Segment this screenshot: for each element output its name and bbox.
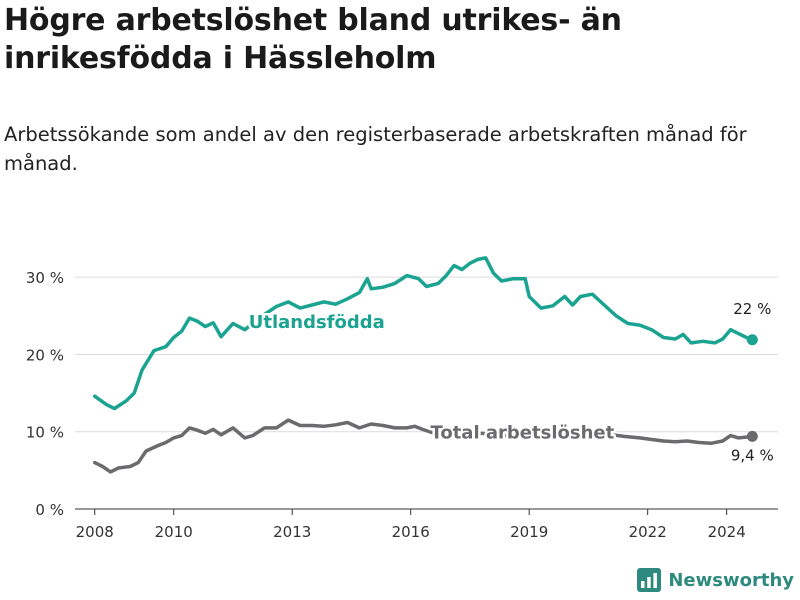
series-line-total-arbetsloshet (92, 418, 755, 474)
y-tick-label: 10 % (26, 424, 64, 442)
x-tick-label: 2019 (510, 523, 548, 541)
chart-subtitle: Arbetssökande som andel av den registerb… (4, 123, 747, 175)
brand-name: Newsworthy (668, 569, 794, 591)
chart-title: Högre arbetslöshet bland utrikes- än inr… (4, 3, 622, 76)
end-point-total-arbetsloshet (746, 430, 758, 442)
x-tick-label: 2024 (708, 523, 746, 541)
y-tick-label: 20 % (26, 346, 64, 364)
x-tick-label: 2022 (629, 523, 667, 541)
series-layer (92, 256, 758, 474)
grid-layer (75, 276, 778, 433)
y-tick-label: 30 % (26, 269, 64, 287)
x-tick-label: 2010 (155, 523, 193, 541)
newsworthy-brand: Newsworthy (637, 568, 794, 592)
end-value-label-utlandsfodda: 22 % (733, 300, 771, 318)
series-label-utlandsfodda: Utlandsfödda (249, 312, 385, 333)
series-line-utlandsfodda (92, 256, 755, 411)
x-tick-label: 2016 (392, 523, 430, 541)
x-tick-label: 2008 (76, 523, 114, 541)
axis-layer: 0 % 10 % 20 % 30 % 2008 2010 2013 2016 2019 2022 2… (26, 269, 778, 541)
bar-chart-logo-icon (637, 568, 662, 592)
series-label-total-arbetsloshet: Total arbetslöshet (430, 423, 614, 444)
end-value-label-total-arbetsloshet: 9,4 % (731, 446, 774, 464)
x-tick-label: 2013 (273, 523, 311, 541)
end-point-utlandsfodda (746, 334, 758, 346)
y-tick-label: 0 % (35, 501, 64, 519)
label-layer: Utlandsfödda 22 % Total arbetslöshet 9,4 % (246, 298, 775, 467)
